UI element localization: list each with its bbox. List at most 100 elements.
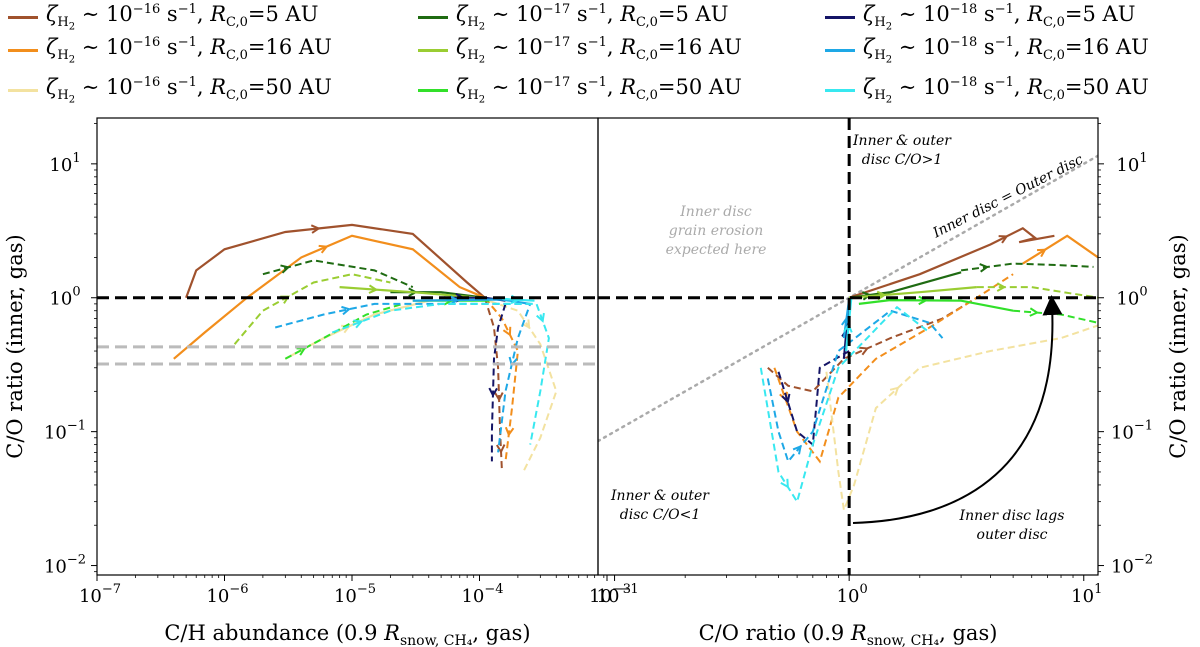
series-arrow — [502, 326, 512, 337]
legend-label: ζH2 ∼ 10−18 s−1, RC,0=50 AU — [863, 74, 1149, 106]
lag-arrow — [852, 295, 1063, 524]
series-arrow — [318, 244, 329, 254]
series-arrow — [781, 393, 791, 404]
legend-swatch — [825, 88, 855, 92]
legend-item: ζH2 ∼ 10−16 s−1, RC,0=5 AU — [8, 2, 318, 32]
x-tick-label: 10−7 — [79, 582, 121, 607]
y-tick-label: 101 — [49, 151, 80, 176]
legend-swatch — [8, 15, 38, 19]
series-dashed — [479, 296, 558, 473]
legend-label: ζH2 ∼ 10−18 s−1, RC,0=5 AU — [863, 1, 1136, 33]
y-tick-label: 10−1 — [44, 419, 86, 444]
series-arrow — [996, 282, 1007, 292]
series-dashed — [767, 296, 978, 393]
left-y-axis-label: C/O ratio (inner, gas) — [3, 234, 27, 458]
series-arrow — [1036, 248, 1047, 258]
legend-item: ζH2 ∼ 10−18 s−1, RC,0=5 AU — [825, 2, 1135, 32]
legend-item: ζH2 ∼ 10−18 s−1, RC,0=16 AU — [825, 35, 1149, 65]
x-tick-label: 10−3 — [589, 582, 631, 607]
series-arrow — [536, 312, 545, 323]
series-dashed — [331, 302, 550, 445]
right-axes-frame — [597, 117, 1099, 576]
legend-swatch — [825, 15, 855, 19]
legend-item: ζH2 ∼ 10−16 s−1, RC,0=16 AU — [8, 35, 332, 65]
series-dashed — [490, 303, 507, 462]
series-right — [858, 295, 1098, 324]
series-arrow — [341, 305, 352, 316]
series-dashed — [284, 302, 403, 360]
series-arrow — [494, 392, 504, 402]
left-panel — [91, 123, 608, 581]
legend-item: ζH2 ∼ 10−17 s−1, RC,0=50 AU — [418, 75, 742, 105]
legend-item: ζH2 ∼ 10−18 s−1, RC,0=50 AU — [825, 75, 1149, 105]
series-arrow — [310, 224, 321, 234]
legend-label: ζH2 ∼ 10−17 s−1, RC,0=5 AU — [456, 1, 729, 33]
series-arrow — [889, 386, 900, 396]
legend-item: ζH2 ∼ 10−17 s−1, RC,0=16 AU — [418, 35, 742, 65]
series-arrow — [792, 444, 802, 455]
series-right — [773, 234, 1098, 464]
series-left — [173, 234, 519, 462]
series-right — [777, 300, 851, 447]
diagonal-label: Inner disc = Outer disc — [930, 152, 1086, 242]
series-arrow — [998, 235, 1009, 244]
series-arrow — [861, 291, 872, 301]
series-dashed — [1013, 309, 1098, 324]
series-arrow — [449, 295, 460, 305]
legend-swatch — [418, 88, 448, 92]
legend-item: ζH2 ∼ 10−17 s−1, RC,0=5 AU — [418, 2, 728, 32]
legend-swatch — [825, 48, 855, 52]
x-tick-label: 10−6 — [206, 582, 248, 607]
annotation-top: Inner & outer disc C/O>1 — [852, 133, 952, 168]
y-tick-label: 10−2 — [1111, 553, 1153, 578]
legend-label: ζH2 ∼ 10−17 s−1, RC,0=50 AU — [456, 74, 742, 106]
series-left — [185, 223, 506, 473]
legend-label: ζH2 ∼ 10−18 s−1, RC,0=16 AU — [863, 34, 1149, 66]
series-arrow — [353, 319, 364, 329]
y-tick-label: 10−1 — [1111, 419, 1153, 444]
series-solid — [185, 223, 486, 299]
x-axis-label: C/O ratio (0.9 Rsnow, CH₄, gas) — [699, 621, 998, 647]
right-y-axis-label: C/O ratio (inner, gas) — [1166, 234, 1190, 458]
series-arrow — [1029, 307, 1040, 317]
series-dashed — [262, 259, 414, 289]
series-arrow — [488, 387, 498, 398]
series-left — [284, 296, 558, 473]
series-arrow — [296, 347, 307, 356]
series-solid — [1022, 234, 1098, 265]
x-axis-label: C/H abundance (0.9 Rsnow, CH₄, gas) — [164, 621, 530, 647]
legend-label: ζH2 ∼ 10−16 s−1, RC,0=5 AU — [46, 1, 319, 33]
x-tick-label: 10−4 — [461, 582, 503, 607]
series-solid — [173, 234, 486, 360]
series-solid — [858, 298, 1014, 312]
series-arrow — [495, 444, 506, 454]
y-tick-label: 100 — [49, 285, 80, 310]
series-dashed — [759, 305, 931, 505]
series-left — [233, 273, 480, 345]
legend-swatch — [418, 48, 448, 52]
y-tick-label: 100 — [1116, 285, 1147, 310]
x-tick-label: 100 — [837, 582, 868, 607]
legend-label: ζH2 ∼ 10−17 s−1, RC,0=16 AU — [456, 34, 742, 66]
legend-label: ζH2 ∼ 10−16 s−1, RC,0=50 AU — [46, 74, 332, 106]
x-tick-label: 10−1 — [597, 582, 639, 607]
y-tick-label: 10−2 — [44, 553, 86, 578]
series-arrow — [368, 284, 379, 294]
series-arrow — [979, 263, 990, 273]
series-solid — [849, 286, 977, 299]
series-arrow — [280, 264, 291, 274]
series-arrow — [780, 478, 789, 489]
series-dashed — [484, 297, 519, 462]
series-left — [441, 293, 507, 462]
series-right — [825, 324, 1098, 514]
series-dashed — [976, 286, 1098, 299]
legend-label: ζH2 ∼ 10−16 s−1, RC,0=16 AU — [46, 34, 332, 66]
annotation-bottom: Inner & outer disc C/O<1 — [610, 488, 710, 523]
series-left — [284, 296, 490, 360]
annotation-lag: Inner disc lags outer disc — [959, 508, 1065, 543]
x-tick-label: 10−5 — [334, 582, 376, 607]
legend-swatch — [8, 48, 38, 52]
series-solid — [339, 286, 480, 299]
series-arrow — [521, 319, 531, 330]
